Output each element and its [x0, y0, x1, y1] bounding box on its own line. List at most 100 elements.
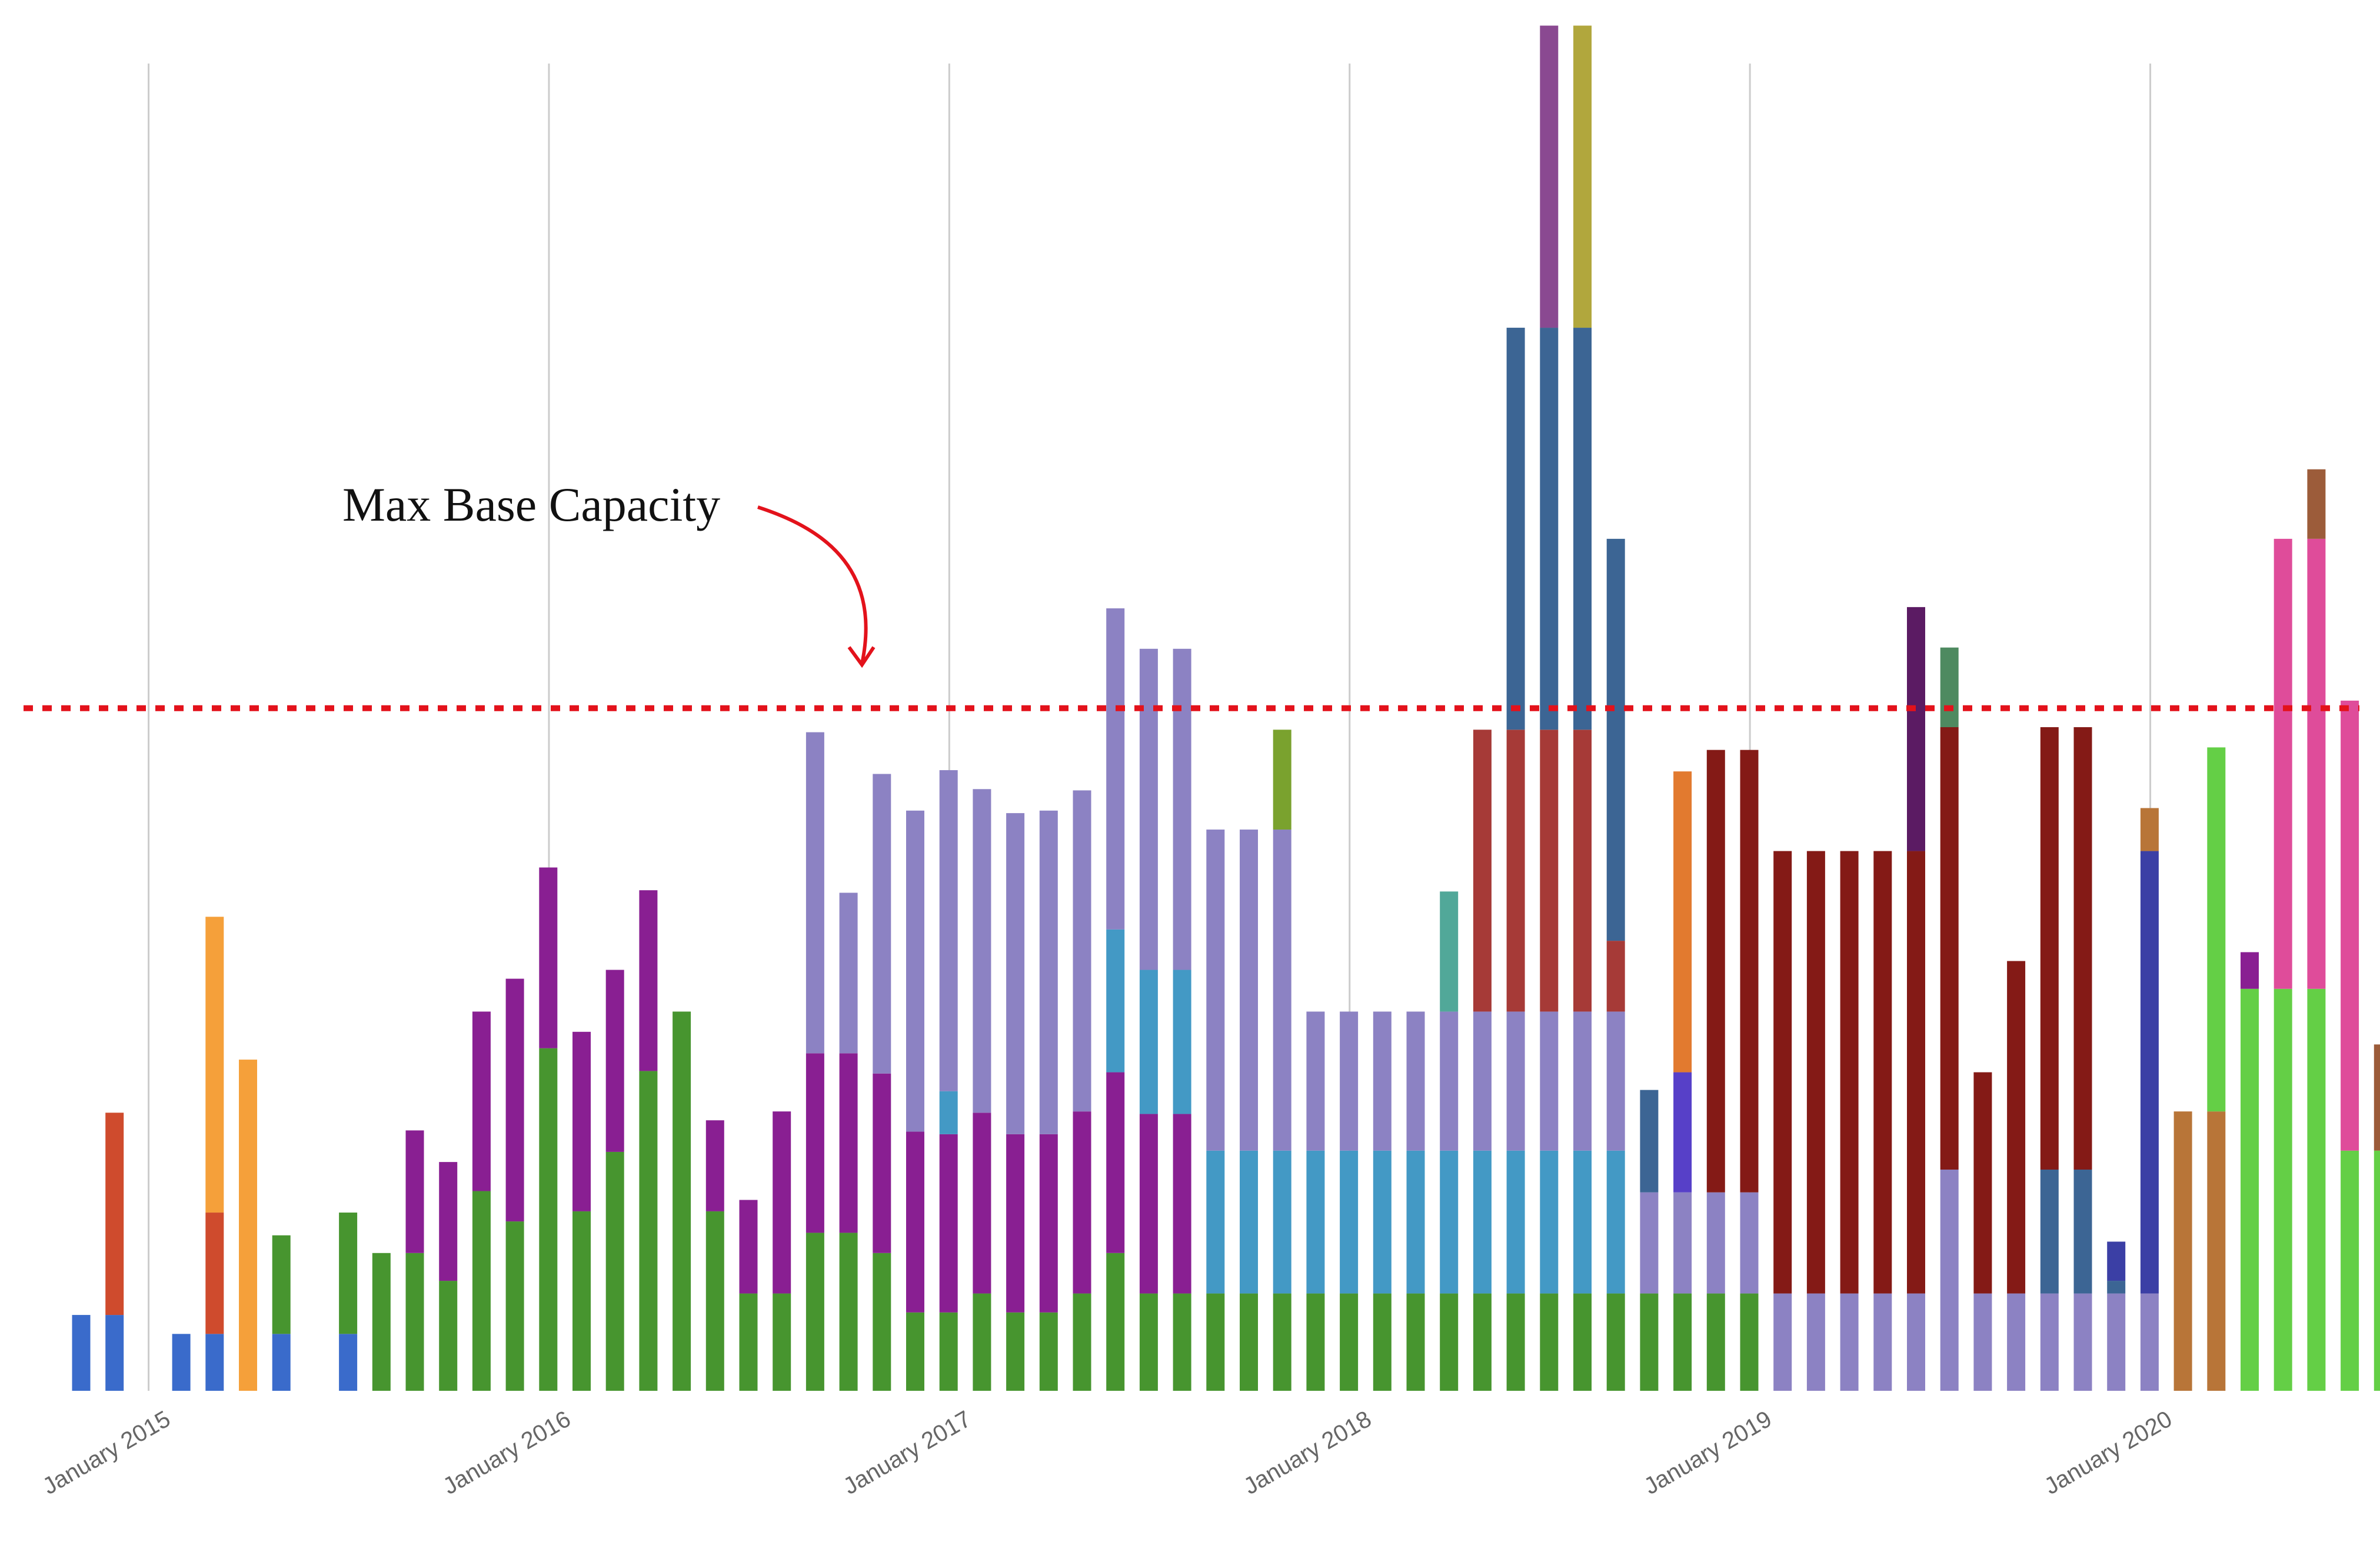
- bar-stack: [1373, 1011, 1392, 1391]
- bar-segment: [405, 1130, 424, 1253]
- bar-stack: [2241, 952, 2259, 1391]
- bar-segment: [1106, 608, 1125, 930]
- bar-stack: [1673, 771, 1692, 1391]
- bar-segment: [1406, 1150, 1425, 1294]
- bar-segment: [1540, 1011, 1559, 1151]
- bar-segment: [1373, 1011, 1392, 1151]
- bar-stack: [2040, 727, 2059, 1391]
- capacity-annotation: Max Base Capacity: [342, 478, 876, 668]
- bar-stack: [505, 978, 524, 1391]
- bar-stack: [1840, 851, 1859, 1391]
- bar-stack: [1506, 328, 1525, 1391]
- bar-segment: [1206, 1150, 1225, 1294]
- bar-stacks: [72, 25, 2380, 1391]
- bar-stack: [1206, 830, 1225, 1391]
- bar-segment: [705, 1120, 724, 1211]
- bar-stack: [472, 1011, 491, 1391]
- bar-segment: [1139, 1114, 1158, 1294]
- bar-segment: [1039, 1134, 1058, 1313]
- bar-stack: [2007, 961, 2026, 1391]
- bar-segment: [1573, 1011, 1592, 1151]
- bar-stack: [72, 1315, 91, 1391]
- bar-segment: [1273, 830, 1291, 1151]
- bar-segment: [439, 1281, 458, 1391]
- x-tick-label: January 2019: [1640, 1406, 1776, 1500]
- bar-segment: [639, 1071, 658, 1391]
- bar-segment: [639, 890, 658, 1071]
- bar-stack: [805, 732, 824, 1391]
- bar-segment: [539, 867, 558, 1048]
- bar-stack: [372, 1253, 391, 1391]
- bar-segment: [1806, 1293, 1825, 1391]
- bar-segment: [1206, 830, 1225, 1151]
- bar-segment: [2107, 1281, 2126, 1294]
- bar-segment: [2241, 952, 2259, 989]
- bar-segment: [2140, 808, 2159, 851]
- bar-segment: [2140, 851, 2159, 1294]
- bar-segment: [1673, 1192, 1692, 1294]
- bar-stack: [1273, 730, 1291, 1391]
- annotation-arrow-head: [847, 646, 876, 668]
- bar-segment: [1540, 730, 1559, 1012]
- bar-segment: [2274, 988, 2292, 1391]
- bar-stack: [906, 810, 924, 1391]
- bar-segment: [805, 1233, 824, 1391]
- bar-segment: [1240, 1293, 1258, 1391]
- bar-segment: [1306, 1011, 1325, 1151]
- bar-segment: [2341, 700, 2359, 1151]
- bar-segment: [973, 1113, 991, 1294]
- bar-segment: [1506, 1150, 1525, 1294]
- bar-segment: [1973, 1293, 1992, 1391]
- bar-segment: [1139, 1293, 1158, 1391]
- bar-stack: [1873, 851, 1892, 1391]
- bar-segment: [1873, 1293, 1892, 1391]
- annotation-arrow-curve: [757, 505, 868, 664]
- bar-segment: [505, 978, 524, 1222]
- bar-stack: [1740, 750, 1759, 1391]
- bar-stack: [1606, 538, 1625, 1391]
- bar-segment: [1673, 771, 1692, 1073]
- bar-segment: [1573, 328, 1592, 730]
- bar-segment: [1406, 1293, 1425, 1391]
- bar-segment: [1473, 730, 1492, 1012]
- bar-stack: [1940, 647, 1959, 1391]
- bar-stack: [2073, 727, 2092, 1391]
- bar-segment: [973, 789, 991, 1113]
- bar-segment: [2040, 727, 2059, 1170]
- bar-segment: [1973, 1072, 1992, 1294]
- bar-segment: [472, 1011, 491, 1191]
- bar-segment: [2341, 1150, 2359, 1391]
- bar-segment: [1306, 1293, 1325, 1391]
- bar-stack: [773, 1111, 791, 1391]
- bar-stack: [239, 1060, 257, 1391]
- bar-segment: [873, 774, 891, 1074]
- bar-stack: [2173, 1111, 2192, 1391]
- bar-segment: [1173, 1114, 1191, 1294]
- bar-stack: [673, 1011, 691, 1391]
- bar-stack: [739, 1200, 758, 1391]
- bar-segment: [1940, 727, 1959, 1170]
- bar-segment: [1573, 730, 1592, 1012]
- bar-segment: [1606, 1150, 1625, 1294]
- bar-segment: [2073, 727, 2092, 1170]
- bar-segment: [2307, 469, 2326, 539]
- bar-segment: [2107, 1293, 2126, 1391]
- bar-segment: [1139, 648, 1158, 970]
- bar-stack: [1106, 608, 1125, 1391]
- bar-segment: [1506, 1293, 1525, 1391]
- bar-stack: [705, 1120, 724, 1391]
- bar-segment: [1073, 1293, 1091, 1391]
- bar-segment: [1039, 810, 1058, 1134]
- bar-segment: [1606, 941, 1625, 1012]
- bar-segment: [1573, 1150, 1592, 1294]
- bar-segment: [1106, 1253, 1125, 1391]
- bar-stack: [1573, 25, 1592, 1391]
- bar-stack: [205, 917, 224, 1391]
- bar-stack: [1806, 851, 1825, 1391]
- x-tick-label: January 2016: [439, 1406, 575, 1500]
- bar-segment: [1506, 730, 1525, 1012]
- bar-segment: [539, 1048, 558, 1391]
- bar-segment: [839, 1233, 858, 1391]
- bar-segment: [773, 1293, 791, 1391]
